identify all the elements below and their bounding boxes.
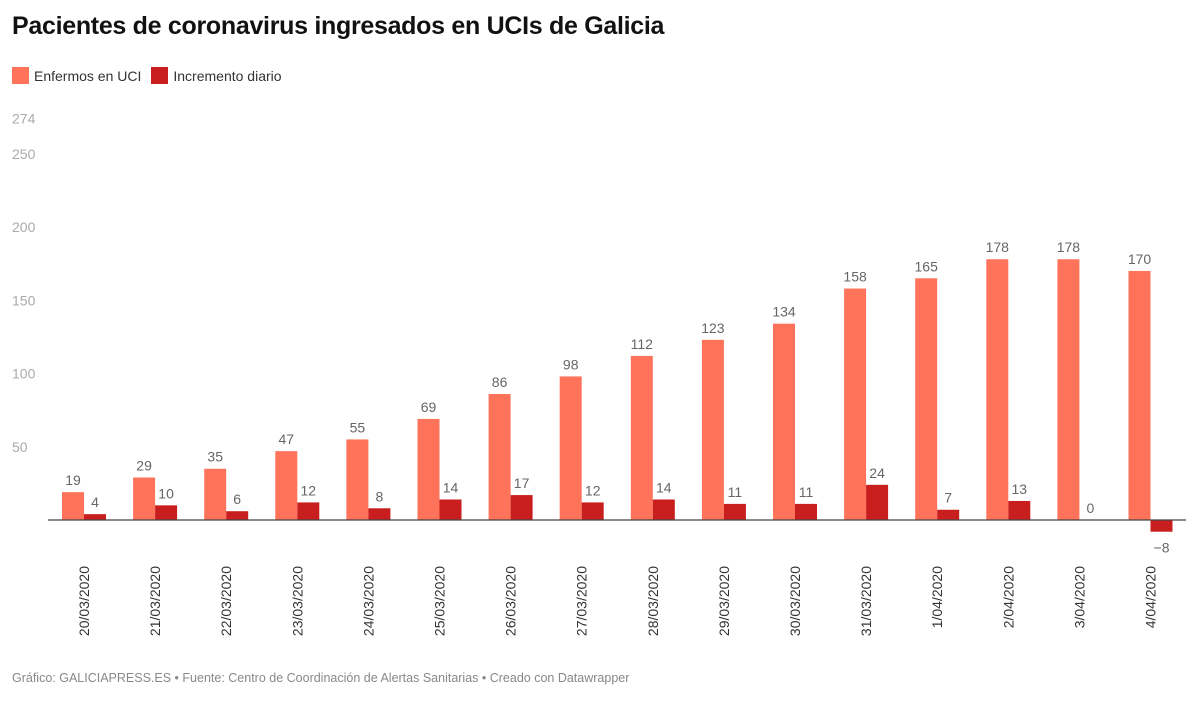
bar-enfermos	[62, 492, 84, 520]
bar-incremento	[84, 514, 106, 520]
data-label: 12	[301, 482, 317, 498]
data-label: 0	[1087, 500, 1095, 516]
bar-enfermos	[915, 278, 938, 520]
x-tick-label: 24/03/2020	[360, 566, 376, 636]
x-tick-label: 23/03/2020	[289, 566, 305, 636]
bar-incremento	[297, 502, 320, 520]
data-label: 170	[1128, 251, 1152, 267]
bar-enfermos	[630, 355, 653, 520]
x-tick-label: 2/04/2020	[1000, 566, 1016, 628]
bar-enfermos	[844, 288, 867, 520]
x-tick-label: 27/03/2020	[574, 566, 590, 636]
footer-credits: Gráfico: GALICIAPRESS.ES • Fuente: Centr…	[12, 671, 630, 685]
x-tick-label: 20/03/2020	[76, 566, 92, 636]
x-tick-label: 31/03/2020	[858, 566, 874, 636]
x-tick-label: 1/04/2020	[929, 566, 945, 628]
x-tick-label: 25/03/2020	[432, 566, 448, 636]
data-label: 14	[656, 479, 672, 495]
x-tick-label: 4/04/2020	[1143, 566, 1159, 628]
data-label: 13	[1012, 481, 1028, 497]
bar-incremento	[652, 499, 675, 520]
bar-enfermos	[1057, 259, 1080, 520]
bar-enfermos	[1128, 270, 1151, 520]
data-label: 112	[631, 336, 654, 352]
bar-enfermos	[133, 477, 156, 520]
data-label: 11	[799, 484, 814, 500]
bar-incremento	[155, 505, 178, 520]
bar-enfermos	[986, 259, 1009, 520]
data-label: 7	[944, 490, 952, 506]
data-label: 4	[91, 494, 99, 510]
legend-label: Enfermos en UCI	[34, 67, 142, 84]
bar-incremento	[368, 508, 391, 520]
bar-enfermos	[275, 451, 298, 520]
data-label: 6	[233, 491, 241, 507]
y-tick-label: 100	[12, 366, 36, 382]
legend: Enfermos en UCI Incremento diario	[12, 67, 282, 84]
legend-item: Incremento diario	[151, 67, 282, 84]
bar-enfermos	[773, 323, 795, 520]
x-tick-label: 29/03/2020	[716, 566, 732, 636]
x-tick-label: 21/03/2020	[147, 566, 163, 636]
data-label: 134	[772, 304, 796, 320]
data-label: 24	[869, 465, 885, 481]
x-tick-label: 3/04/2020	[1071, 566, 1087, 628]
y-tick-label: 50	[12, 439, 28, 455]
bar-enfermos	[559, 376, 582, 520]
bar-incremento	[795, 503, 817, 520]
chart-title: Pacientes de coronavirus ingresados en U…	[12, 12, 665, 40]
legend-swatch	[12, 67, 29, 84]
y-tick-label: 250	[12, 146, 36, 162]
data-label: 158	[843, 269, 867, 285]
data-label: 12	[585, 482, 601, 498]
x-tick-label: 22/03/2020	[218, 566, 234, 636]
data-label: 14	[443, 479, 459, 495]
y-tick-label: 200	[12, 219, 36, 235]
x-tick-label: 30/03/2020	[787, 566, 803, 636]
data-label: 29	[136, 458, 152, 474]
bar-incremento	[510, 495, 533, 520]
bar-incremento	[581, 502, 604, 520]
legend-swatch	[151, 67, 169, 84]
bar-incremento	[1150, 520, 1173, 532]
data-label: 178	[1057, 239, 1081, 255]
data-label: 178	[986, 239, 1010, 255]
data-label: −8	[1154, 540, 1170, 556]
data-label: 8	[376, 488, 384, 504]
data-label: 55	[350, 419, 366, 435]
data-label: 165	[915, 258, 939, 274]
data-label: 98	[563, 356, 579, 372]
data-label: 17	[514, 475, 530, 491]
legend-item: Enfermos en UCI	[12, 67, 141, 84]
bar-incremento	[226, 511, 249, 520]
data-label: 19	[65, 472, 81, 488]
data-label: 10	[158, 485, 174, 501]
data-label: 86	[492, 374, 508, 390]
bar-enfermos	[701, 339, 724, 520]
bar-incremento	[937, 509, 960, 520]
bar-incremento	[1008, 500, 1031, 520]
bar-enfermos	[346, 439, 369, 520]
data-label: 35	[207, 449, 223, 465]
data-label: 69	[421, 399, 437, 415]
bar-incremento	[439, 499, 462, 520]
bar-enfermos	[204, 468, 227, 520]
x-tick-label: 28/03/2020	[645, 566, 661, 636]
x-tick-label: 26/03/2020	[503, 566, 519, 636]
y-tick-label: 274	[12, 111, 36, 127]
bar-incremento	[866, 484, 889, 520]
bar-incremento	[723, 503, 746, 520]
legend-label: Incremento diario	[173, 67, 282, 84]
data-label: 11	[728, 484, 743, 500]
bar-enfermos	[488, 394, 511, 520]
data-label: 47	[279, 431, 295, 447]
bar-enfermos	[417, 418, 440, 520]
y-tick-label: 150	[12, 292, 36, 308]
data-label: 123	[701, 320, 725, 336]
